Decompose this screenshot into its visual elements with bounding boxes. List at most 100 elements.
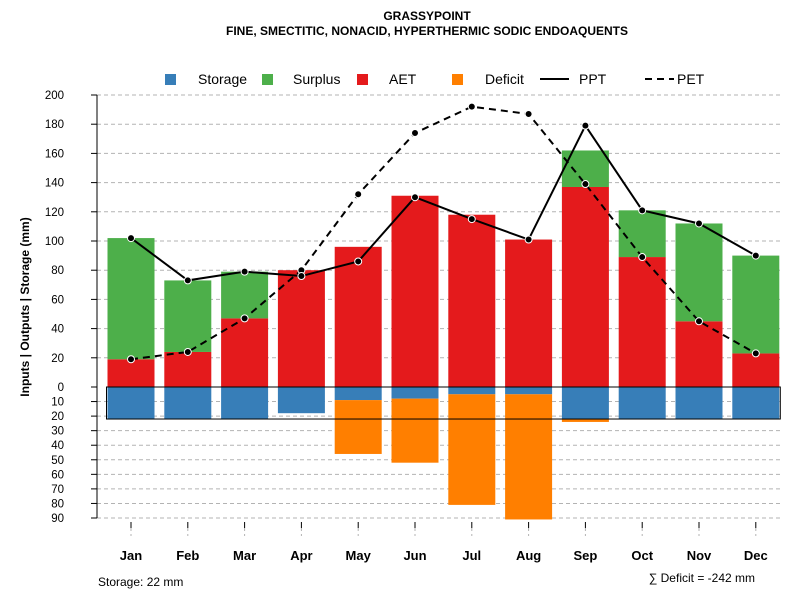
y-tick-label: 120	[45, 207, 64, 219]
aet-bar	[561, 186, 609, 387]
surplus-bar	[221, 271, 269, 319]
deficit-legend-swatch	[452, 74, 463, 85]
y-tick-label: 70	[51, 484, 64, 496]
x-tick-label: Aug	[516, 548, 541, 563]
ppt-point	[297, 272, 306, 281]
aet-bar	[505, 239, 553, 387]
y-tick-label: 30	[51, 426, 64, 438]
surplus-legend-label: Surplus	[293, 71, 340, 87]
aet-bar	[107, 359, 155, 387]
aet-legend-swatch	[357, 74, 368, 85]
pet-point	[581, 180, 590, 189]
surplus-bar	[675, 223, 723, 322]
storage-capacity-box	[106, 386, 781, 420]
x-tick-label: May	[346, 548, 372, 563]
pet-point	[183, 347, 192, 356]
storage-note: Storage: 22 mm	[98, 575, 183, 589]
pet-point	[524, 109, 533, 118]
y-tick-label: 180	[45, 119, 64, 131]
ppt-point	[638, 206, 647, 215]
storage-bar	[391, 387, 439, 399]
line-layer	[127, 102, 760, 364]
aet-bar	[732, 353, 780, 387]
ppt-point	[411, 193, 419, 202]
x-tick-label: Jul	[462, 548, 481, 563]
ppt-line	[130, 123, 757, 282]
bar-layer	[106, 150, 781, 520]
x-tick-label: Jan	[120, 548, 142, 563]
storage-bar	[277, 387, 325, 414]
y-tick-label: 40	[51, 324, 64, 336]
pet-point	[411, 128, 419, 137]
storage-bar	[164, 387, 212, 420]
aet-bar	[277, 270, 325, 387]
x-tick-label: Jun	[403, 548, 426, 563]
storage-bar	[732, 387, 780, 420]
pet-point	[354, 190, 363, 199]
storage-legend-swatch	[165, 74, 176, 85]
storage-bar	[334, 387, 382, 401]
surplus-bar	[618, 210, 666, 258]
pet-point	[467, 102, 476, 111]
ppt-point	[354, 257, 363, 266]
storage-legend-label: Storage	[198, 71, 247, 87]
ppt-legend-label: PPT	[579, 71, 607, 87]
aet-bar	[391, 195, 439, 387]
surplus-bar	[164, 280, 212, 352]
y-tick-label: 20	[51, 411, 64, 423]
pet-point	[751, 349, 760, 358]
surplus-bar	[107, 238, 155, 360]
pet-point	[638, 253, 647, 262]
deficit-legend-label: Deficit	[485, 71, 524, 87]
storage-bar	[561, 387, 609, 420]
legend: Storage Surplus AET Deficit PPT PET	[165, 71, 705, 87]
deficit-bar	[448, 394, 496, 505]
y-tick-label: 0	[58, 382, 64, 394]
y-tick-label: 90	[51, 513, 64, 525]
storage-bar	[505, 387, 553, 395]
ppt-point	[524, 235, 533, 244]
pet-point	[695, 317, 703, 326]
ppt-point	[581, 121, 590, 130]
y-tick-label: 140	[45, 178, 64, 190]
storage-bar	[618, 387, 666, 420]
ppt-point	[751, 251, 760, 260]
pet-point	[127, 355, 135, 364]
x-tick-label: Oct	[631, 548, 653, 563]
y-tick-label: 60	[51, 469, 64, 481]
y-tick-label: 100	[45, 236, 64, 248]
ppt-point	[183, 276, 192, 285]
ppt-point	[127, 234, 135, 243]
aet-bar	[334, 246, 382, 387]
storage-bar	[107, 387, 155, 420]
y-tick-label: 80	[51, 498, 64, 510]
aet-bar	[618, 257, 666, 387]
y-tick-label: 200	[45, 90, 64, 102]
aet-bar	[164, 351, 212, 387]
ppt-point	[467, 215, 476, 224]
storage-bar	[675, 387, 723, 420]
y-tick-label: 80	[51, 265, 64, 277]
aet-bar	[221, 318, 269, 387]
deficit-bar	[505, 394, 553, 520]
aet-bar	[448, 214, 496, 387]
storage-bar	[221, 387, 269, 420]
y-tick-label: 160	[45, 148, 64, 160]
x-tick-label: Apr	[290, 548, 312, 563]
pet-point	[240, 314, 249, 323]
surplus-bar	[732, 255, 780, 354]
x-tick-label: Feb	[176, 548, 199, 563]
ppt-point	[240, 267, 249, 276]
y-tick-label: 20	[51, 353, 64, 365]
axes: 0 20 40 60 80 100 120 140 160 180 200 10 20 30 40 50 60 7…	[45, 90, 768, 563]
gridlines	[97, 94, 782, 536]
x-tick-label: Dec	[744, 548, 768, 563]
chart-title: GRASSYPOINT	[383, 9, 471, 23]
deficit-bar	[334, 400, 382, 454]
y-tick-label: 60	[51, 294, 64, 306]
y-tick-label: 50	[51, 455, 64, 467]
y-tick-label: 40	[51, 440, 64, 452]
x-tick-label: Nov	[687, 548, 712, 563]
pet-legend-label: PET	[677, 71, 705, 87]
